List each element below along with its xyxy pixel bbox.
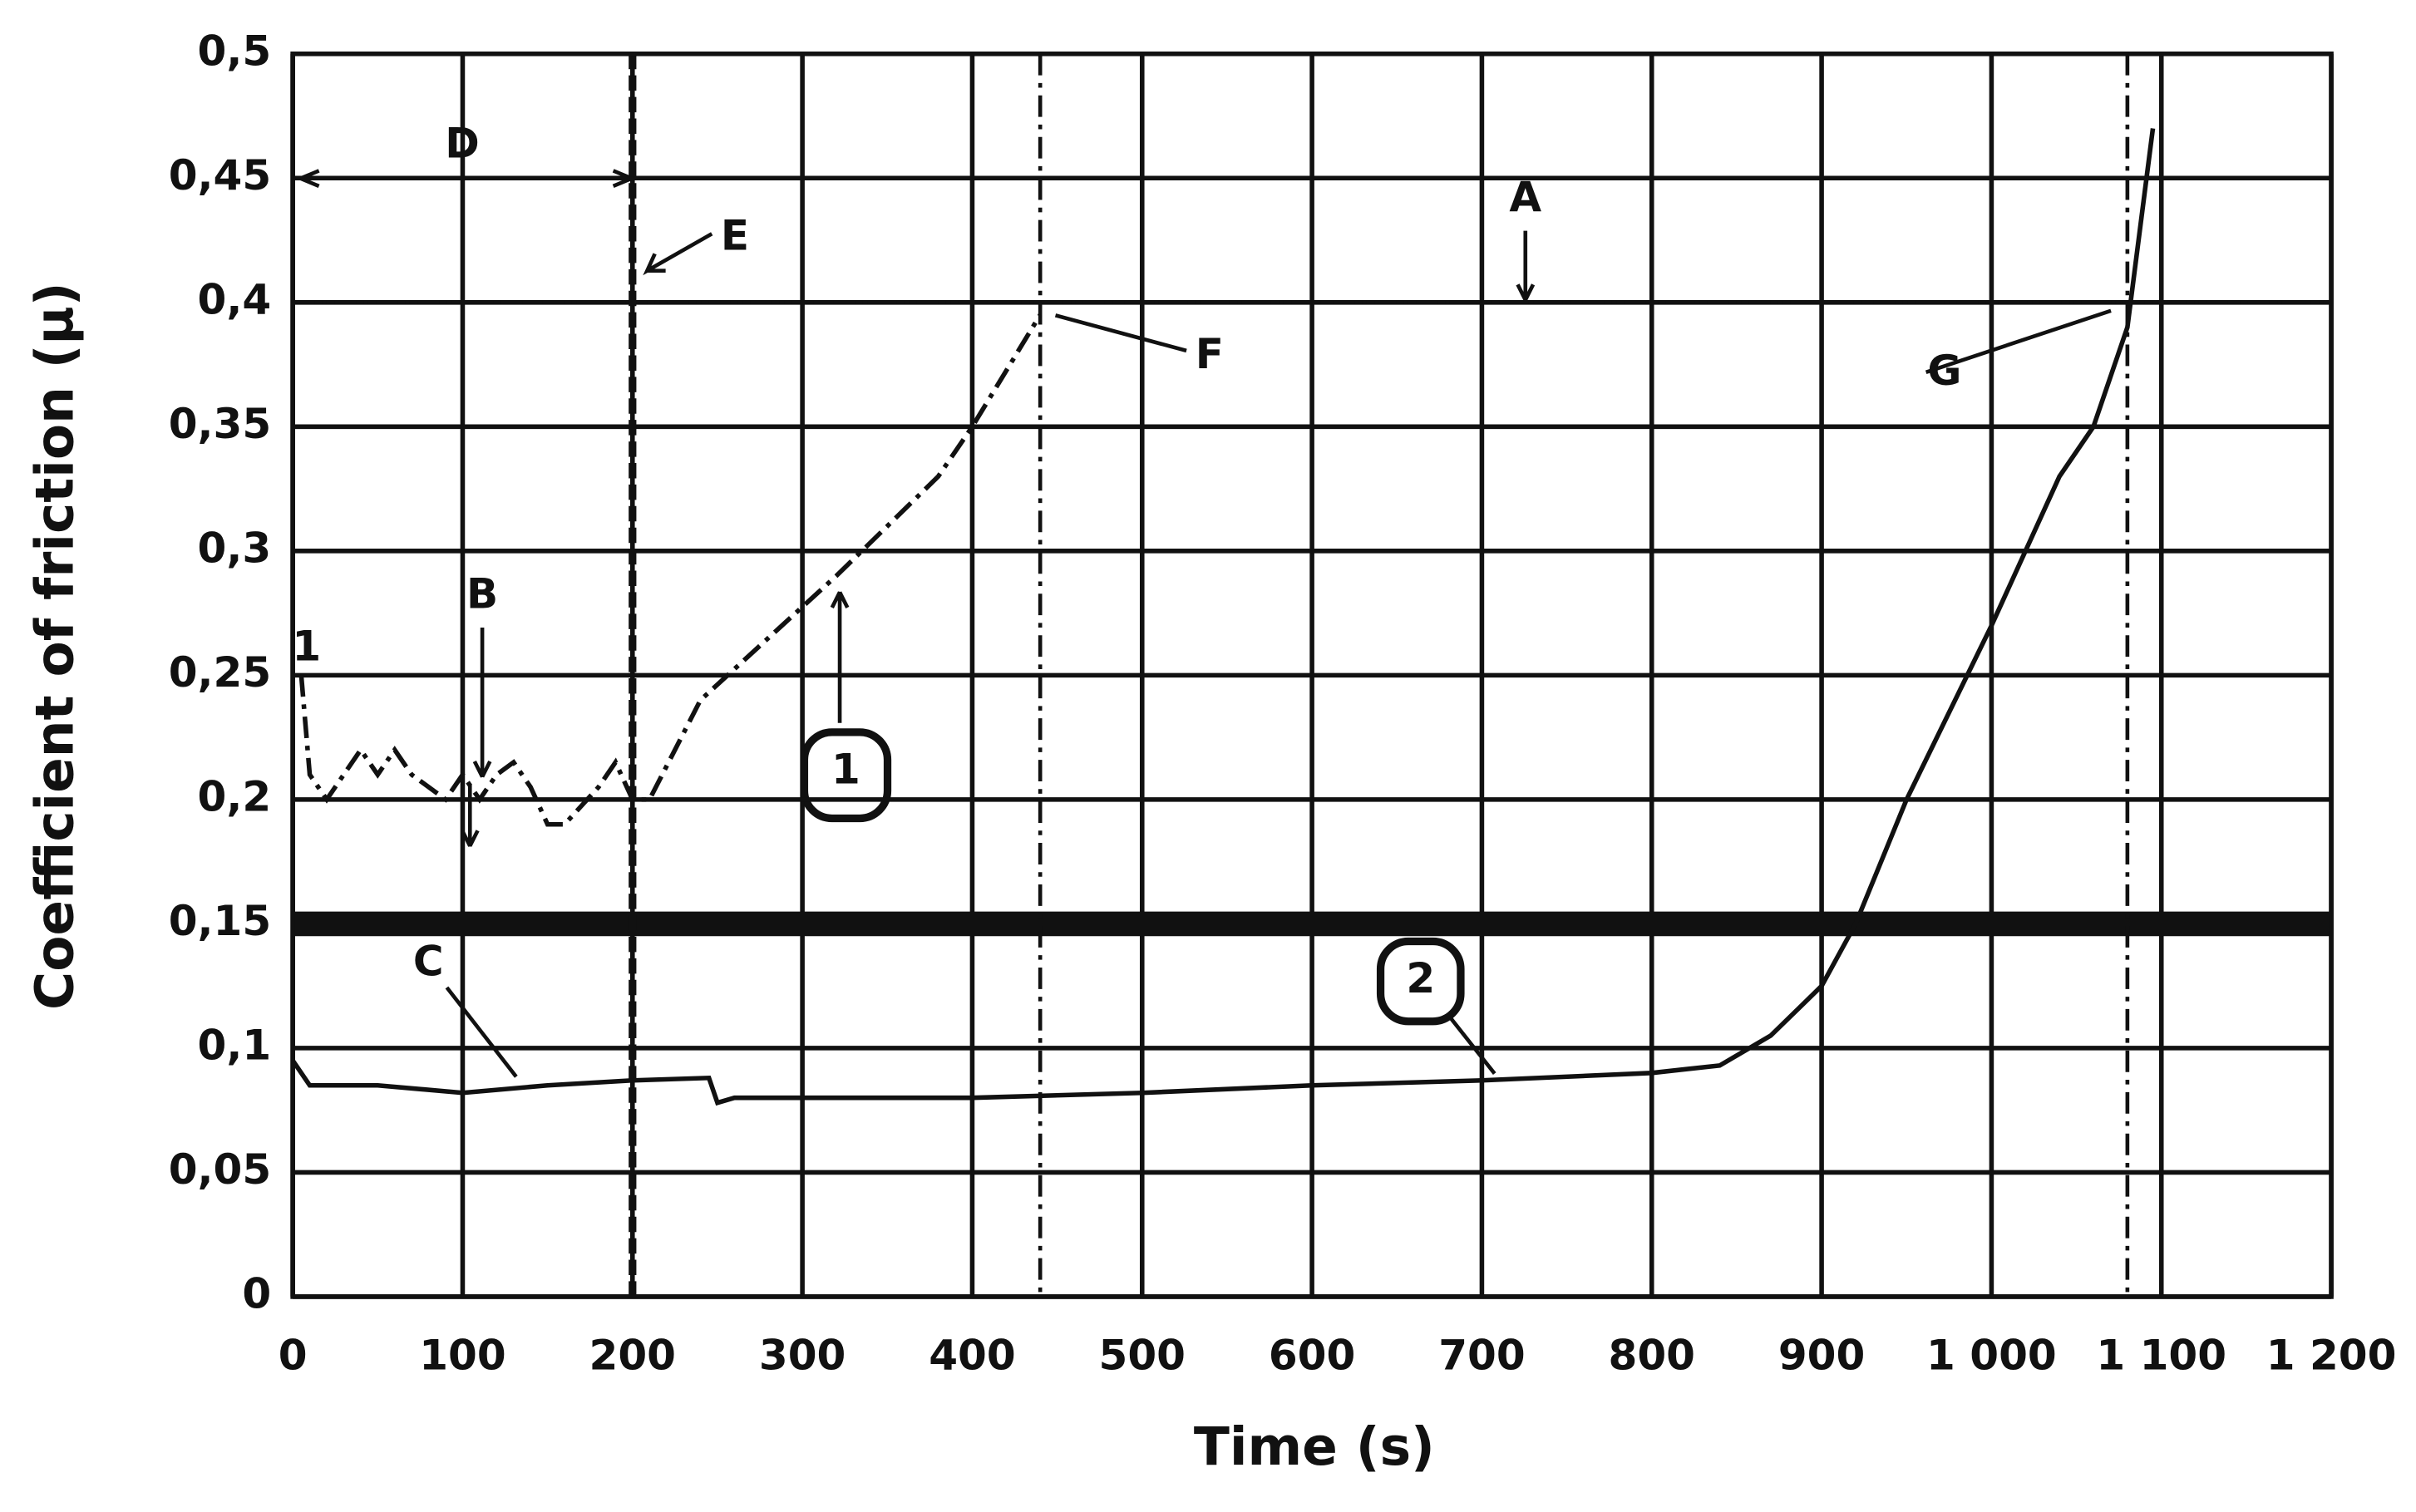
- series-line: [298, 313, 1043, 827]
- x-tick-label: 200: [589, 1331, 676, 1379]
- x-tick-label: 400: [929, 1331, 1015, 1379]
- y-tick-label: 0,25: [169, 648, 271, 697]
- annotation: 1: [292, 622, 321, 670]
- annotation: 2: [1406, 954, 1435, 1002]
- y-tick-label: 0: [242, 1269, 271, 1317]
- y-axis-label: Coefficient of friction (µ): [24, 282, 85, 1010]
- plot-border: [290, 51, 2334, 1299]
- y-tick-label: 0,15: [169, 897, 271, 945]
- two-circle: [1376, 937, 1465, 1026]
- annotation: D: [445, 119, 480, 167]
- x-tick-label: 0: [279, 1331, 308, 1379]
- y-tick-label: 0,2: [198, 772, 272, 820]
- x-tick-label: 1 100: [2096, 1331, 2226, 1379]
- series-line: [290, 128, 2156, 1106]
- x-tick-label: 600: [1269, 1331, 1355, 1379]
- y-tick-label: 0,35: [169, 400, 271, 448]
- x-tick-label: 800: [1609, 1331, 1695, 1379]
- a-arrow: [1516, 230, 1536, 301]
- annotation-arrows: [299, 169, 2112, 1078]
- annotation: C: [413, 938, 444, 986]
- x-axis-label: Time (s): [1194, 1416, 1435, 1477]
- y-tick-label: 0,1: [198, 1021, 272, 1069]
- b-arrow: [460, 627, 492, 847]
- x-tick-label: 700: [1438, 1331, 1525, 1379]
- one-arrow: [830, 591, 850, 723]
- f-arrow: [1054, 313, 1187, 353]
- annotation: A: [1509, 173, 1541, 221]
- x-tick-label: 1 200: [2266, 1331, 2397, 1379]
- two-arrow: [1447, 1013, 1496, 1076]
- x-tick-label: 900: [1778, 1331, 1865, 1379]
- annotation: F: [1196, 330, 1224, 378]
- y-tick-label: 0,4: [198, 275, 272, 323]
- y-tick-label: 0,05: [169, 1145, 271, 1194]
- annotation: G: [1927, 347, 1961, 395]
- annotation: E: [721, 211, 749, 259]
- e-arrow: [643, 232, 713, 276]
- y-tick-label: 0,5: [198, 27, 272, 75]
- g-arrow: [1925, 308, 2112, 375]
- x-tick-label: 300: [759, 1331, 846, 1379]
- annotation: B: [466, 570, 498, 618]
- annotation: 1: [831, 745, 860, 793]
- x-tick-label: 100: [419, 1331, 505, 1379]
- y-tick-label: 0,3: [198, 524, 272, 572]
- x-tick-label: 1 000: [1926, 1331, 2057, 1379]
- y-tick-label: 0,45: [169, 151, 271, 199]
- x-tick-label: 500: [1099, 1331, 1186, 1379]
- c-arrow: [445, 986, 518, 1078]
